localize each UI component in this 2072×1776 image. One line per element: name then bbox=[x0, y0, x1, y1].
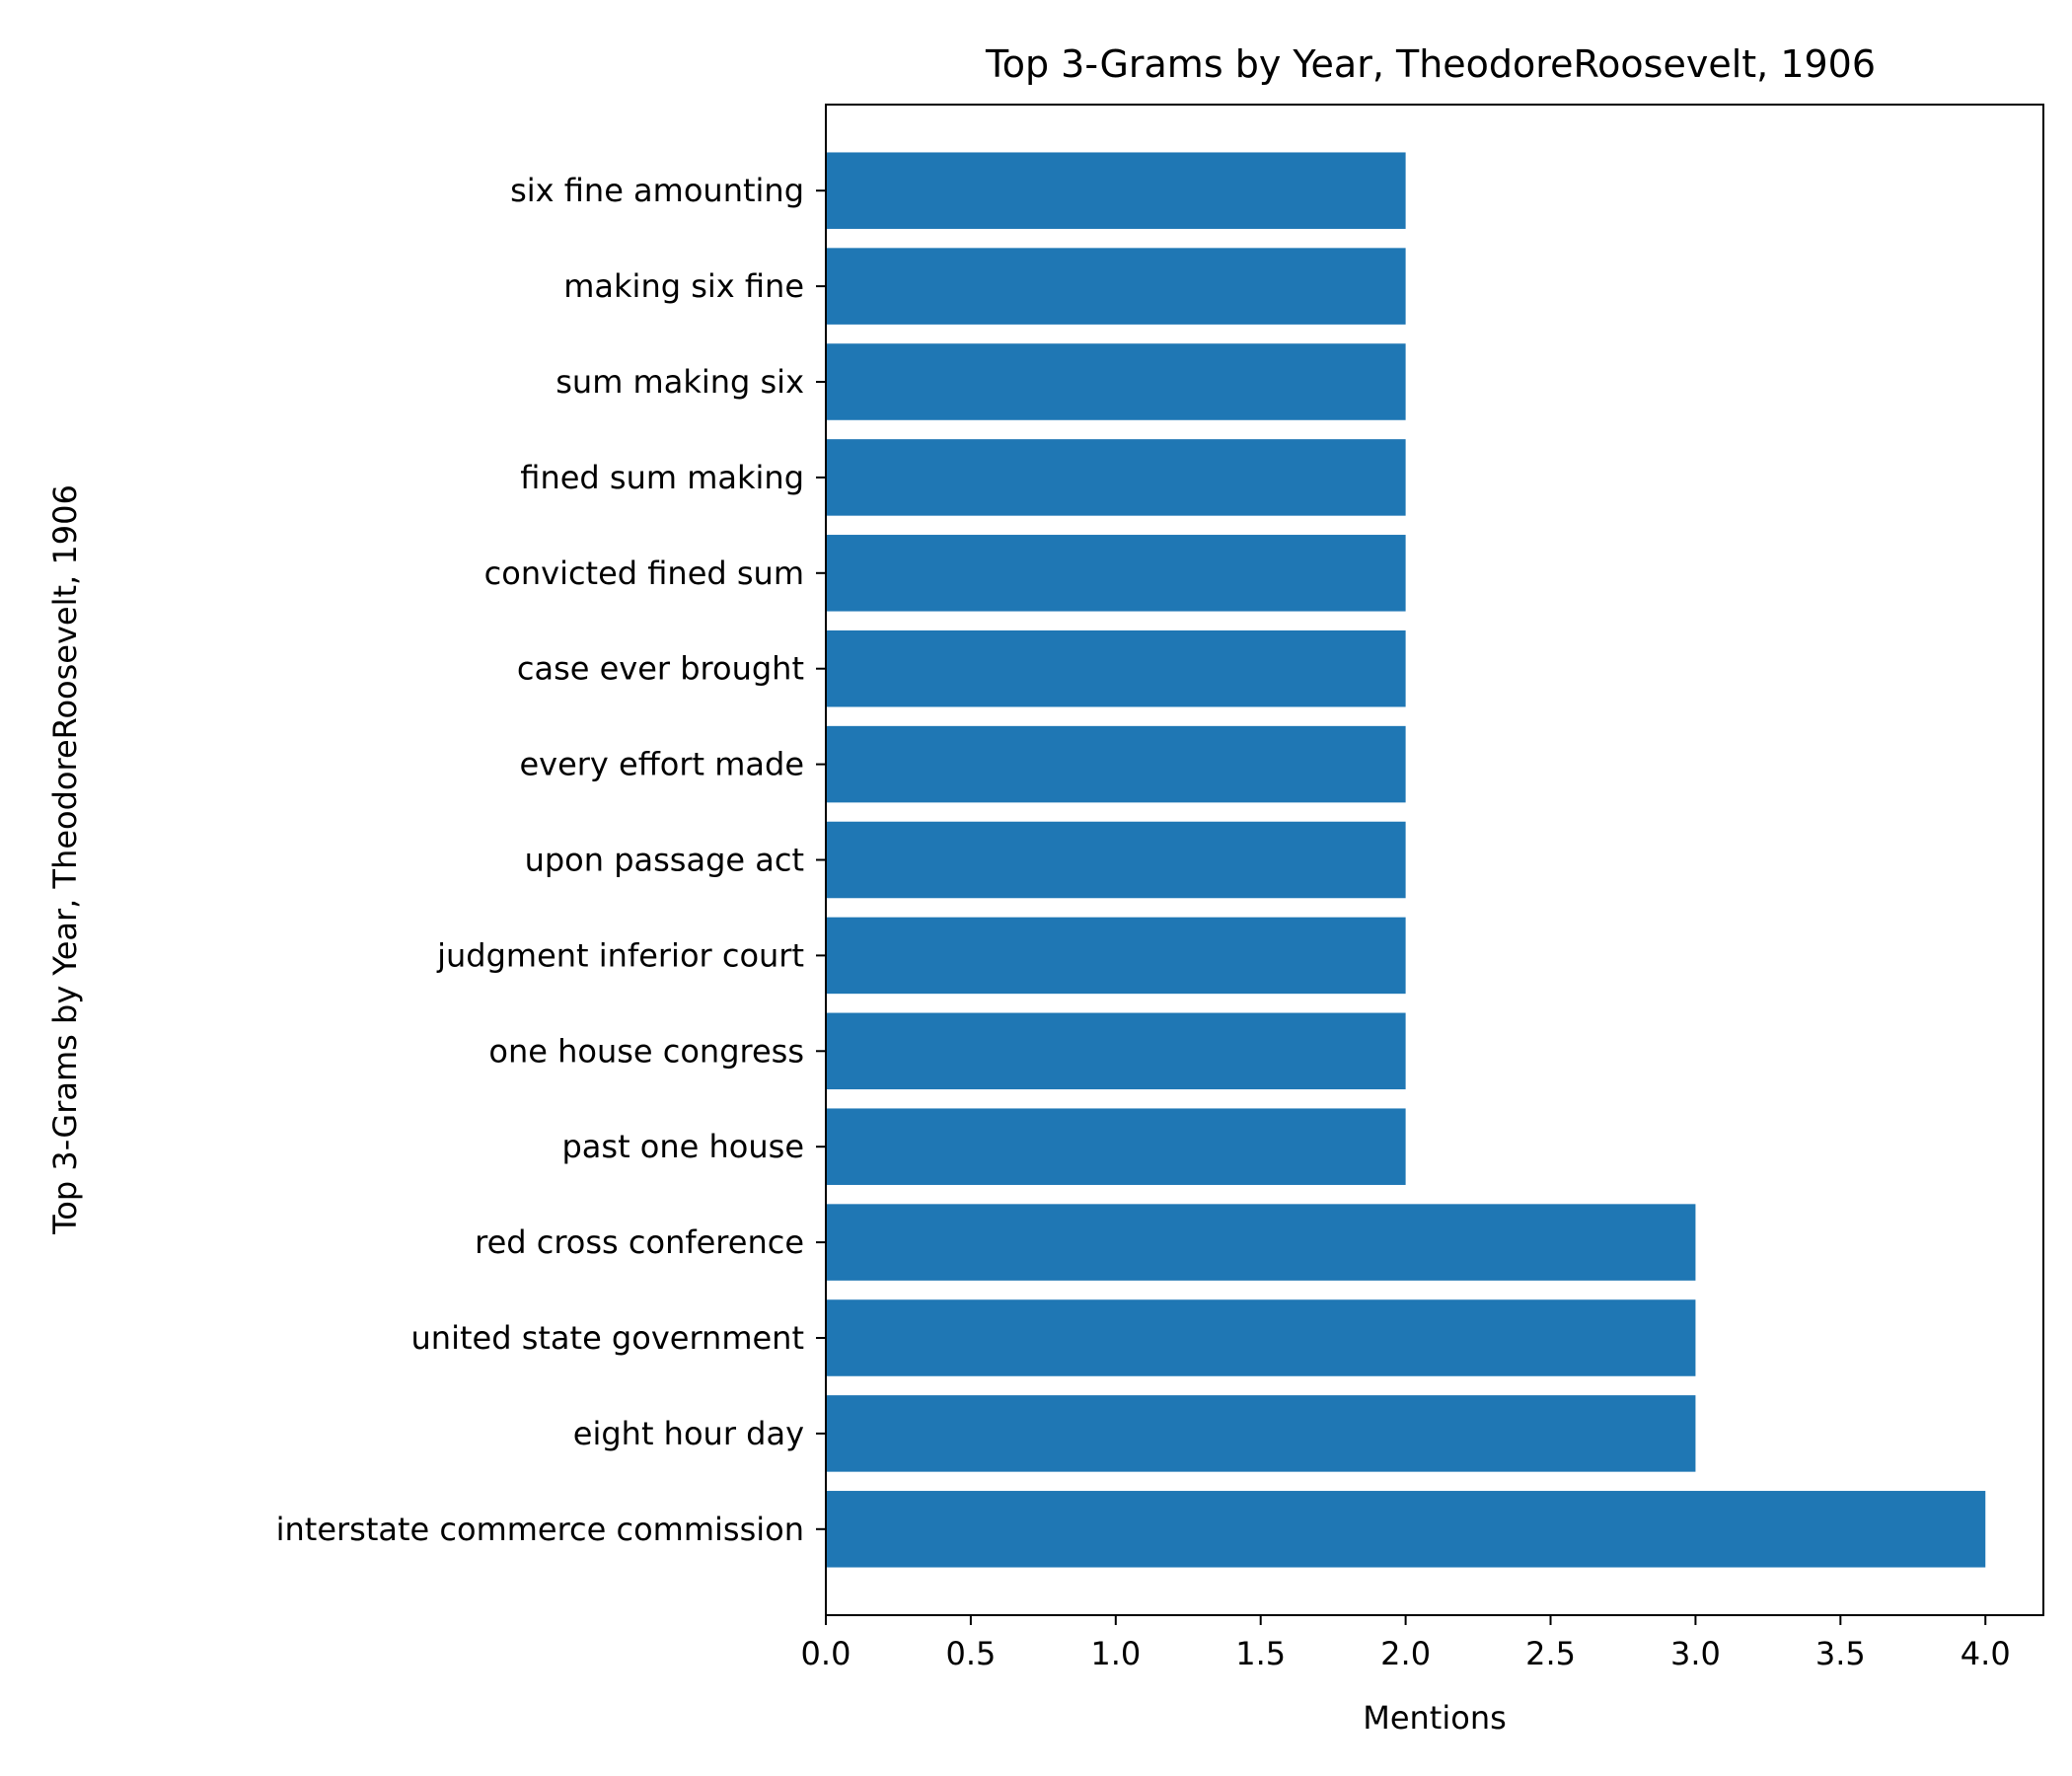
bar bbox=[826, 439, 1406, 516]
bar bbox=[826, 917, 1406, 995]
bar bbox=[826, 1108, 1406, 1185]
y-tick-label: every effort made bbox=[519, 746, 804, 783]
x-tick-label: 3.5 bbox=[1815, 1635, 1866, 1672]
bar bbox=[826, 1395, 1696, 1472]
y-axis-ticks: interstate commerce commission eight hour… bbox=[276, 172, 826, 1548]
y-tick-label: red cross conference bbox=[475, 1223, 804, 1261]
x-tick-label: 0.5 bbox=[945, 1635, 996, 1672]
bar bbox=[826, 152, 1406, 229]
y-tick-label: six fine amounting bbox=[510, 172, 804, 209]
bar bbox=[826, 1491, 1986, 1568]
bar bbox=[826, 1204, 1696, 1281]
y-tick-label: making six fine bbox=[563, 267, 804, 305]
x-tick-label: 2.0 bbox=[1380, 1635, 1431, 1672]
chart-title: Top 3-Grams by Year, TheodoreRoosevelt, … bbox=[985, 42, 1876, 86]
y-tick-label: upon passage act bbox=[525, 842, 804, 879]
x-tick-label: 4.0 bbox=[1961, 1635, 2011, 1672]
x-tick-label: 3.0 bbox=[1670, 1635, 1721, 1672]
bar bbox=[826, 821, 1406, 899]
bar bbox=[826, 248, 1406, 325]
bar bbox=[826, 535, 1406, 612]
y-tick-label: one house congress bbox=[488, 1032, 804, 1070]
y-tick-label: convicted fined sum bbox=[484, 555, 804, 592]
y-tick-label: united state government bbox=[411, 1319, 804, 1357]
x-tick-label: 0.0 bbox=[801, 1635, 851, 1672]
x-tick-label: 1.5 bbox=[1235, 1635, 1286, 1672]
bar bbox=[826, 343, 1406, 420]
y-tick-label: interstate commerce commission bbox=[276, 1511, 804, 1548]
bar bbox=[826, 629, 1406, 707]
x-tick-label: 1.0 bbox=[1090, 1635, 1141, 1672]
bar bbox=[826, 725, 1406, 803]
bars-group bbox=[826, 152, 1986, 1568]
y-tick-label: sum making six bbox=[555, 363, 804, 401]
y-tick-label: past one house bbox=[561, 1128, 804, 1165]
y-tick-label: fined sum making bbox=[520, 459, 804, 496]
y-tick-label: case ever brought bbox=[517, 650, 804, 688]
y-tick-label: eight hour day bbox=[573, 1415, 804, 1452]
x-axis-ticks: 0.0 0.5 1.0 1.5 2.0 2.5 3.0 3.5 4.0 bbox=[801, 1615, 2011, 1672]
x-tick-label: 2.5 bbox=[1525, 1635, 1576, 1672]
plot-area-frame bbox=[825, 104, 2044, 1616]
y-axis-label: Top 3-Grams by Year, TheodoreRoosevelt, … bbox=[46, 484, 84, 1235]
bar bbox=[826, 1012, 1406, 1090]
x-axis-label: Mentions bbox=[1363, 1699, 1507, 1737]
bar bbox=[826, 1299, 1696, 1376]
y-tick-label: judgment inferior court bbox=[436, 936, 804, 974]
